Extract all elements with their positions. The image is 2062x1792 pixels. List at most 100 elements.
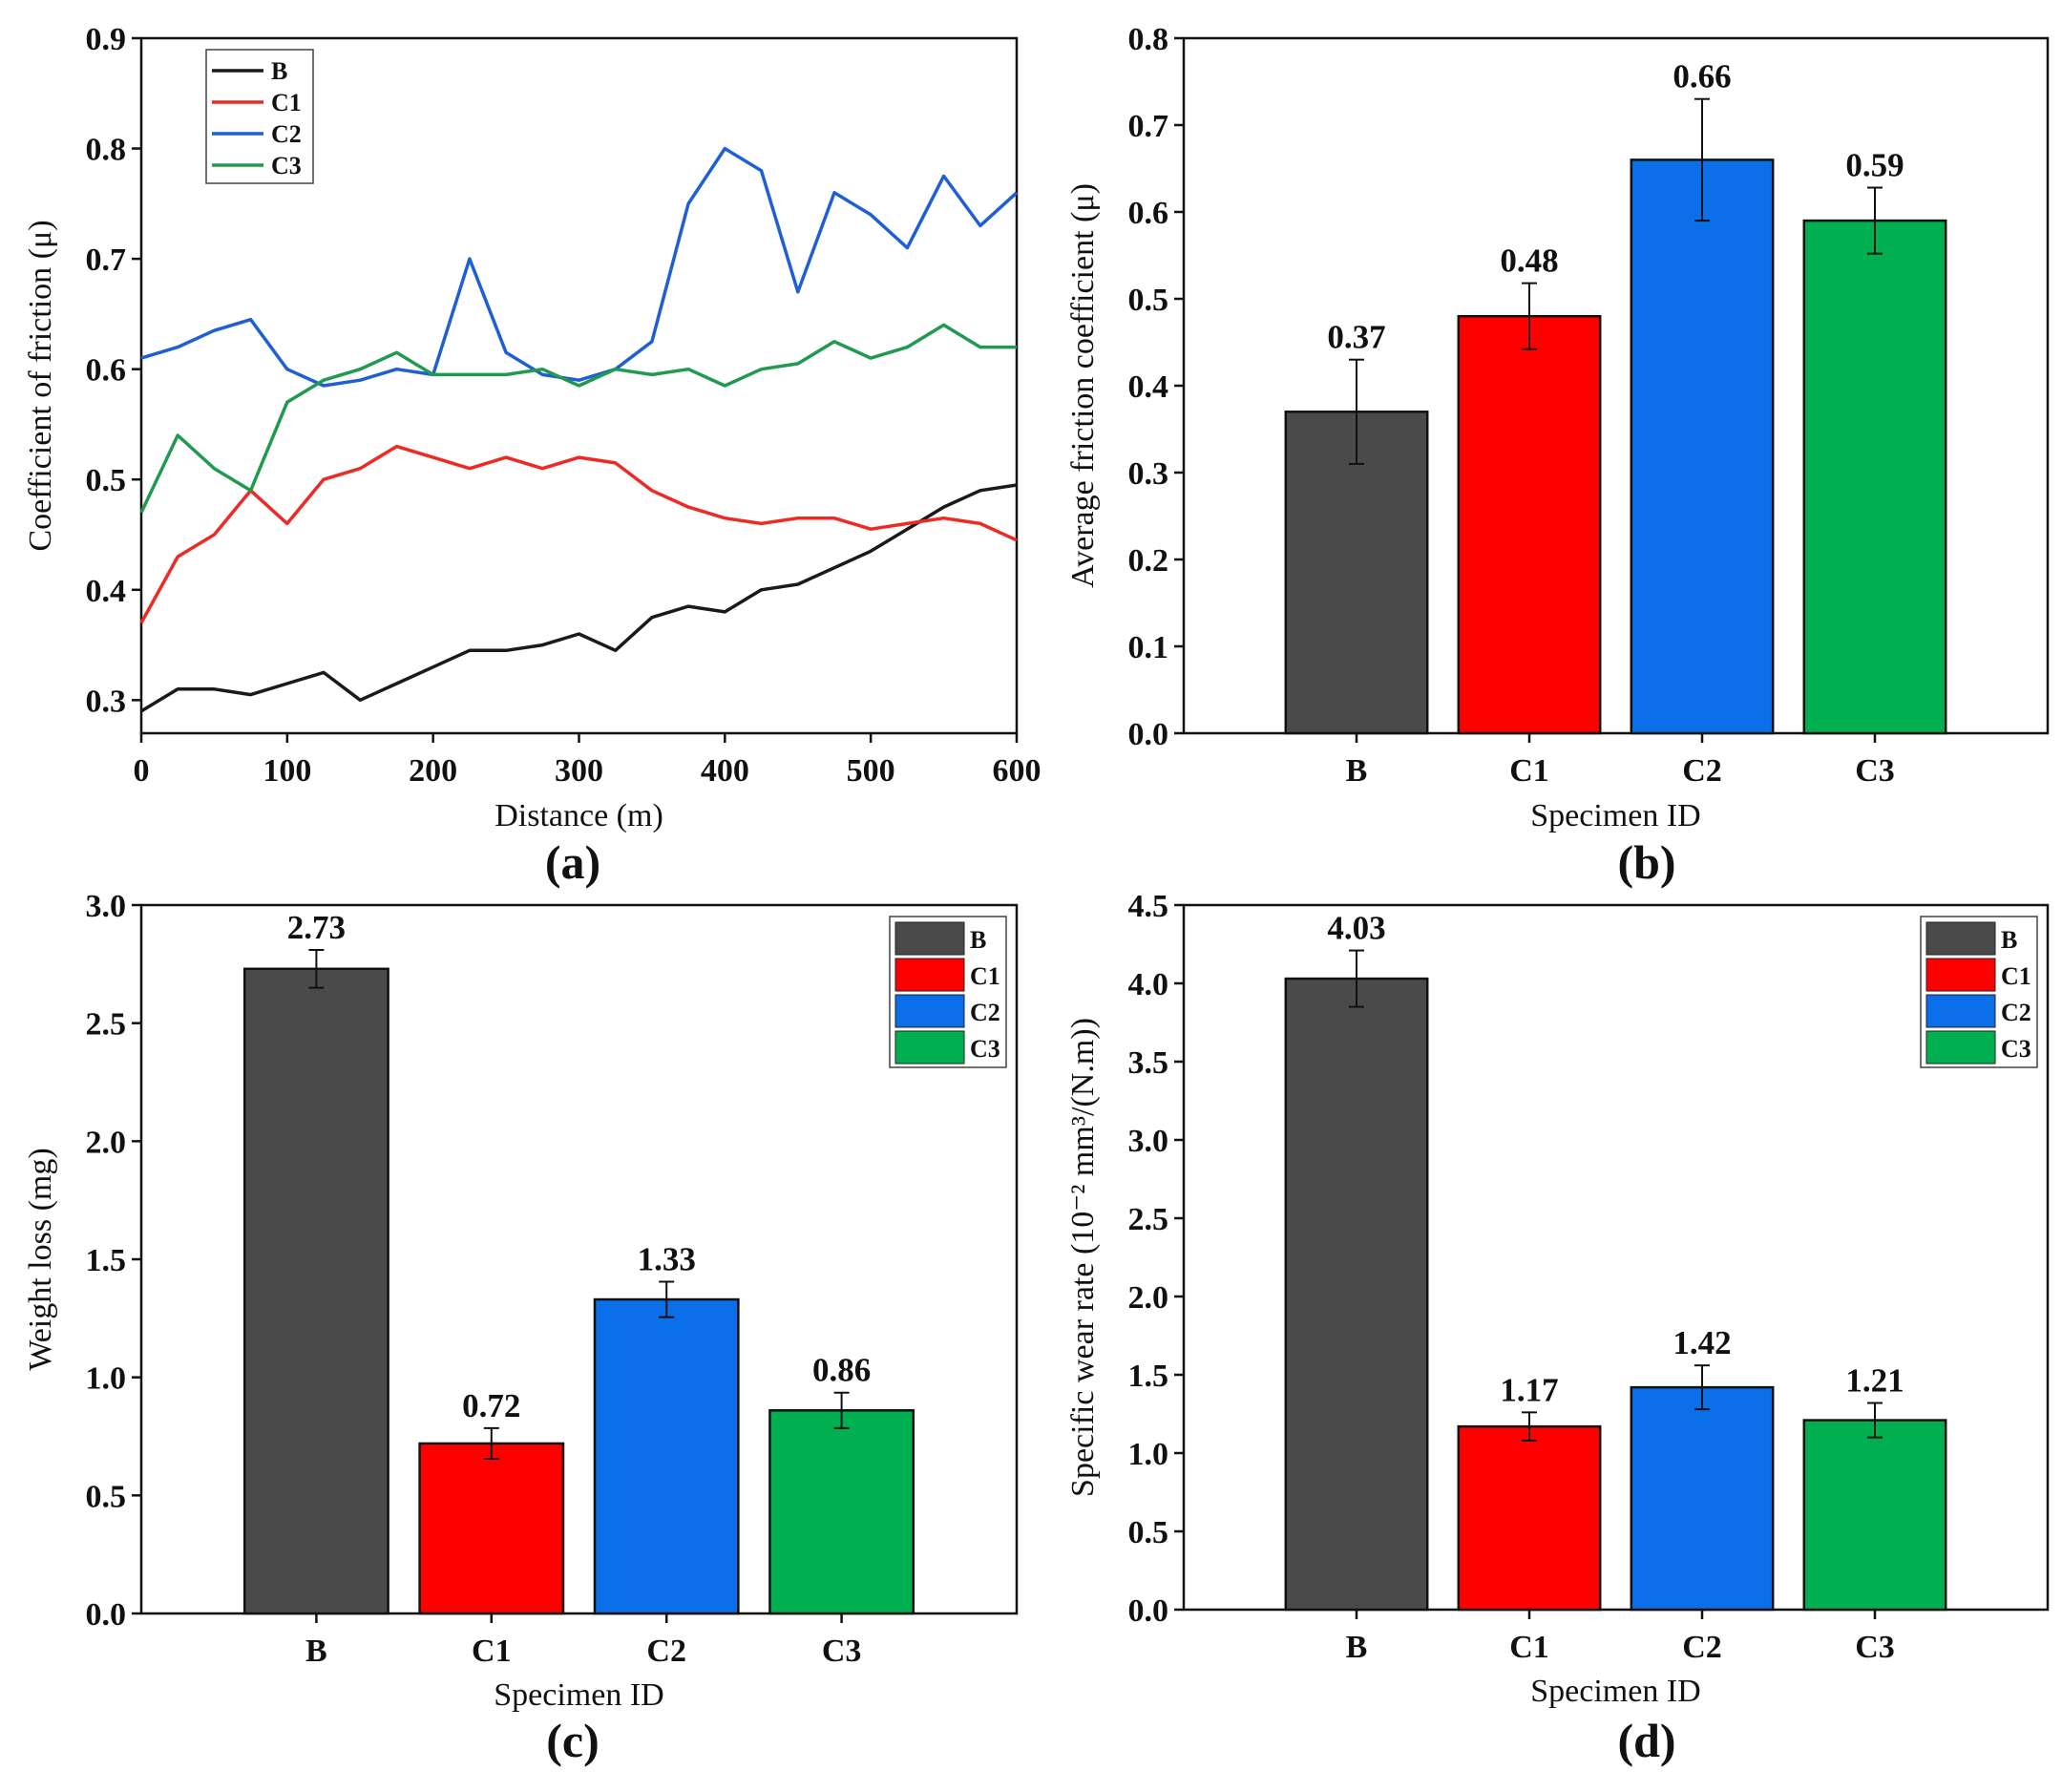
y-tick-label: 1.0 bbox=[1128, 1437, 1169, 1472]
x-tick-label: C3 bbox=[1855, 753, 1895, 789]
series-line-C3 bbox=[139, 323, 1017, 514]
bar-value-label: 4.03 bbox=[1327, 910, 1385, 947]
y-tick-label: 0.0 bbox=[86, 1597, 127, 1633]
chart-panel-1: 0.0 0.1 0.2 0.3 0.4 0.5 0.6 0.7 0.8 Average frict… bbox=[1065, 22, 2050, 889]
panel-label: (c) bbox=[546, 1714, 600, 1767]
y-tick-label: 3.5 bbox=[1128, 1045, 1169, 1081]
bar-value-label: 1.17 bbox=[1500, 1371, 1558, 1408]
bar-C1 bbox=[1457, 314, 1602, 735]
x-axis-label: Specimen ID bbox=[1530, 798, 1700, 833]
y-tick-label: 3.0 bbox=[1128, 1124, 1169, 1159]
y-tick-label: 0.6 bbox=[86, 353, 127, 389]
y-tick-label: 0.3 bbox=[86, 684, 127, 719]
x-tick-label: C3 bbox=[822, 1634, 862, 1669]
y-tick-label: 0.9 bbox=[86, 22, 127, 57]
bar-value-label: 1.21 bbox=[1845, 1362, 1904, 1400]
y-tick-label: 2.0 bbox=[1128, 1280, 1169, 1316]
bar-C3 bbox=[1802, 1419, 1947, 1612]
series-line-C2 bbox=[140, 146, 1019, 388]
x-tick-label: 500 bbox=[847, 753, 895, 789]
bar-value-label: 0.72 bbox=[462, 1387, 520, 1424]
y-tick-label: 4.0 bbox=[1128, 967, 1169, 1002]
series-line-C1 bbox=[139, 444, 1018, 624]
bar-C1 bbox=[418, 1442, 565, 1615]
bar-value-label: 0.66 bbox=[1673, 58, 1731, 95]
x-tick-label: 100 bbox=[263, 753, 311, 789]
legend-label: C2 bbox=[2001, 999, 2031, 1026]
bar-value-label: 0.37 bbox=[1327, 319, 1385, 356]
legend-label: C2 bbox=[970, 999, 1000, 1026]
x-tick-label: C1 bbox=[1509, 753, 1549, 789]
legend-label: C2 bbox=[271, 120, 302, 148]
y-tick-label: 0.7 bbox=[1128, 109, 1169, 144]
legend-label: C1 bbox=[970, 962, 1000, 990]
y-axis-label: Weight loss (mg) bbox=[23, 1148, 58, 1370]
x-tick-label: C2 bbox=[1682, 1630, 1722, 1665]
y-tick-label: 0.3 bbox=[1128, 456, 1169, 492]
y-tick-label: 0.4 bbox=[86, 574, 127, 609]
bar-value-label: 1.42 bbox=[1673, 1324, 1731, 1361]
bar-value-label: 0.86 bbox=[812, 1352, 871, 1389]
legend-swatch-B bbox=[894, 921, 965, 956]
bar-value-label: 0.59 bbox=[1845, 147, 1904, 184]
x-tick-label: C1 bbox=[472, 1634, 512, 1669]
legend-swatch-C2 bbox=[894, 994, 965, 1028]
x-tick-label: C3 bbox=[1855, 1630, 1895, 1665]
panel-label: (d) bbox=[1617, 1714, 1675, 1767]
bar-C1 bbox=[1457, 1424, 1602, 1612]
x-tick-label: 300 bbox=[555, 753, 603, 789]
y-tick-label: 0.8 bbox=[1128, 22, 1169, 57]
legend-swatch-C1 bbox=[894, 958, 965, 992]
chart-panel-0: 0.3 0.4 0.5 0.6 0.7 0.8 0.9 Coefficient of fric… bbox=[23, 22, 1042, 889]
bar-C3 bbox=[1802, 219, 1947, 735]
legend-label: C3 bbox=[271, 152, 302, 179]
y-axis-label: Average friction coefficient (μ) bbox=[1065, 183, 1101, 588]
legend-swatch-C3 bbox=[1925, 1030, 1996, 1065]
y-axis-label: Coefficient of friction (μ) bbox=[23, 220, 58, 551]
x-tick-label: B bbox=[1346, 1630, 1368, 1665]
x-tick-label: 600 bbox=[993, 753, 1042, 789]
y-tick-label: 1.0 bbox=[86, 1361, 127, 1397]
y-tick-label: 2.5 bbox=[86, 1007, 127, 1043]
x-tick-label: 400 bbox=[701, 753, 749, 789]
legend-label: C3 bbox=[2001, 1035, 2031, 1063]
bar-value-label: 2.73 bbox=[287, 909, 346, 946]
panel-label: (a) bbox=[545, 835, 600, 889]
bar-value-label: 1.33 bbox=[638, 1240, 696, 1277]
y-tick-label: 0.2 bbox=[1128, 543, 1169, 579]
legend-label: C1 bbox=[2001, 962, 2031, 990]
bar-C2 bbox=[593, 1297, 740, 1615]
legend-swatch-C3 bbox=[894, 1030, 965, 1065]
chart-panel-2: 0.0 0.5 1.0 1.5 2.0 2.5 3.0 Weight loss (mg) Spe… bbox=[23, 889, 1019, 1767]
y-tick-label: 1.5 bbox=[86, 1243, 127, 1278]
legend-label: C1 bbox=[271, 89, 302, 116]
bar-C2 bbox=[1630, 158, 1775, 735]
y-tick-label: 0.7 bbox=[86, 242, 127, 278]
bar-value-label: 0.48 bbox=[1500, 242, 1558, 280]
y-tick-label: 3.0 bbox=[86, 889, 127, 924]
x-tick-label: C2 bbox=[1682, 753, 1722, 789]
y-tick-label: 2.5 bbox=[1128, 1202, 1169, 1237]
legend-label: B bbox=[271, 57, 287, 85]
legend-swatch-C2 bbox=[1925, 994, 1996, 1028]
bar-B bbox=[1284, 977, 1429, 1612]
x-tick-label: C2 bbox=[646, 1634, 686, 1669]
y-tick-label: 0.5 bbox=[86, 1479, 127, 1514]
y-tick-label: 1.5 bbox=[1128, 1359, 1169, 1394]
x-axis-label: Specimen ID bbox=[494, 1677, 663, 1713]
y-tick-label: 0.8 bbox=[86, 133, 127, 168]
legend-label: B bbox=[2001, 926, 2017, 954]
panel-label: (b) bbox=[1617, 835, 1675, 889]
y-tick-label: 0.6 bbox=[1128, 196, 1169, 231]
y-axis-label: Specific wear rate (10⁻² mm³/(N.m)) bbox=[1065, 1018, 1101, 1497]
y-tick-label: 4.5 bbox=[1128, 889, 1169, 924]
x-tick-label: C1 bbox=[1509, 1630, 1549, 1665]
bar-B bbox=[242, 967, 389, 1615]
x-tick-label: 200 bbox=[409, 753, 457, 789]
y-tick-label: 0.0 bbox=[1128, 1593, 1169, 1629]
y-tick-label: 0.5 bbox=[1128, 1515, 1169, 1550]
y-tick-label: 0.0 bbox=[1128, 717, 1169, 752]
y-tick-label: 0.4 bbox=[1128, 369, 1169, 405]
legend-swatch-C1 bbox=[1925, 958, 1996, 992]
